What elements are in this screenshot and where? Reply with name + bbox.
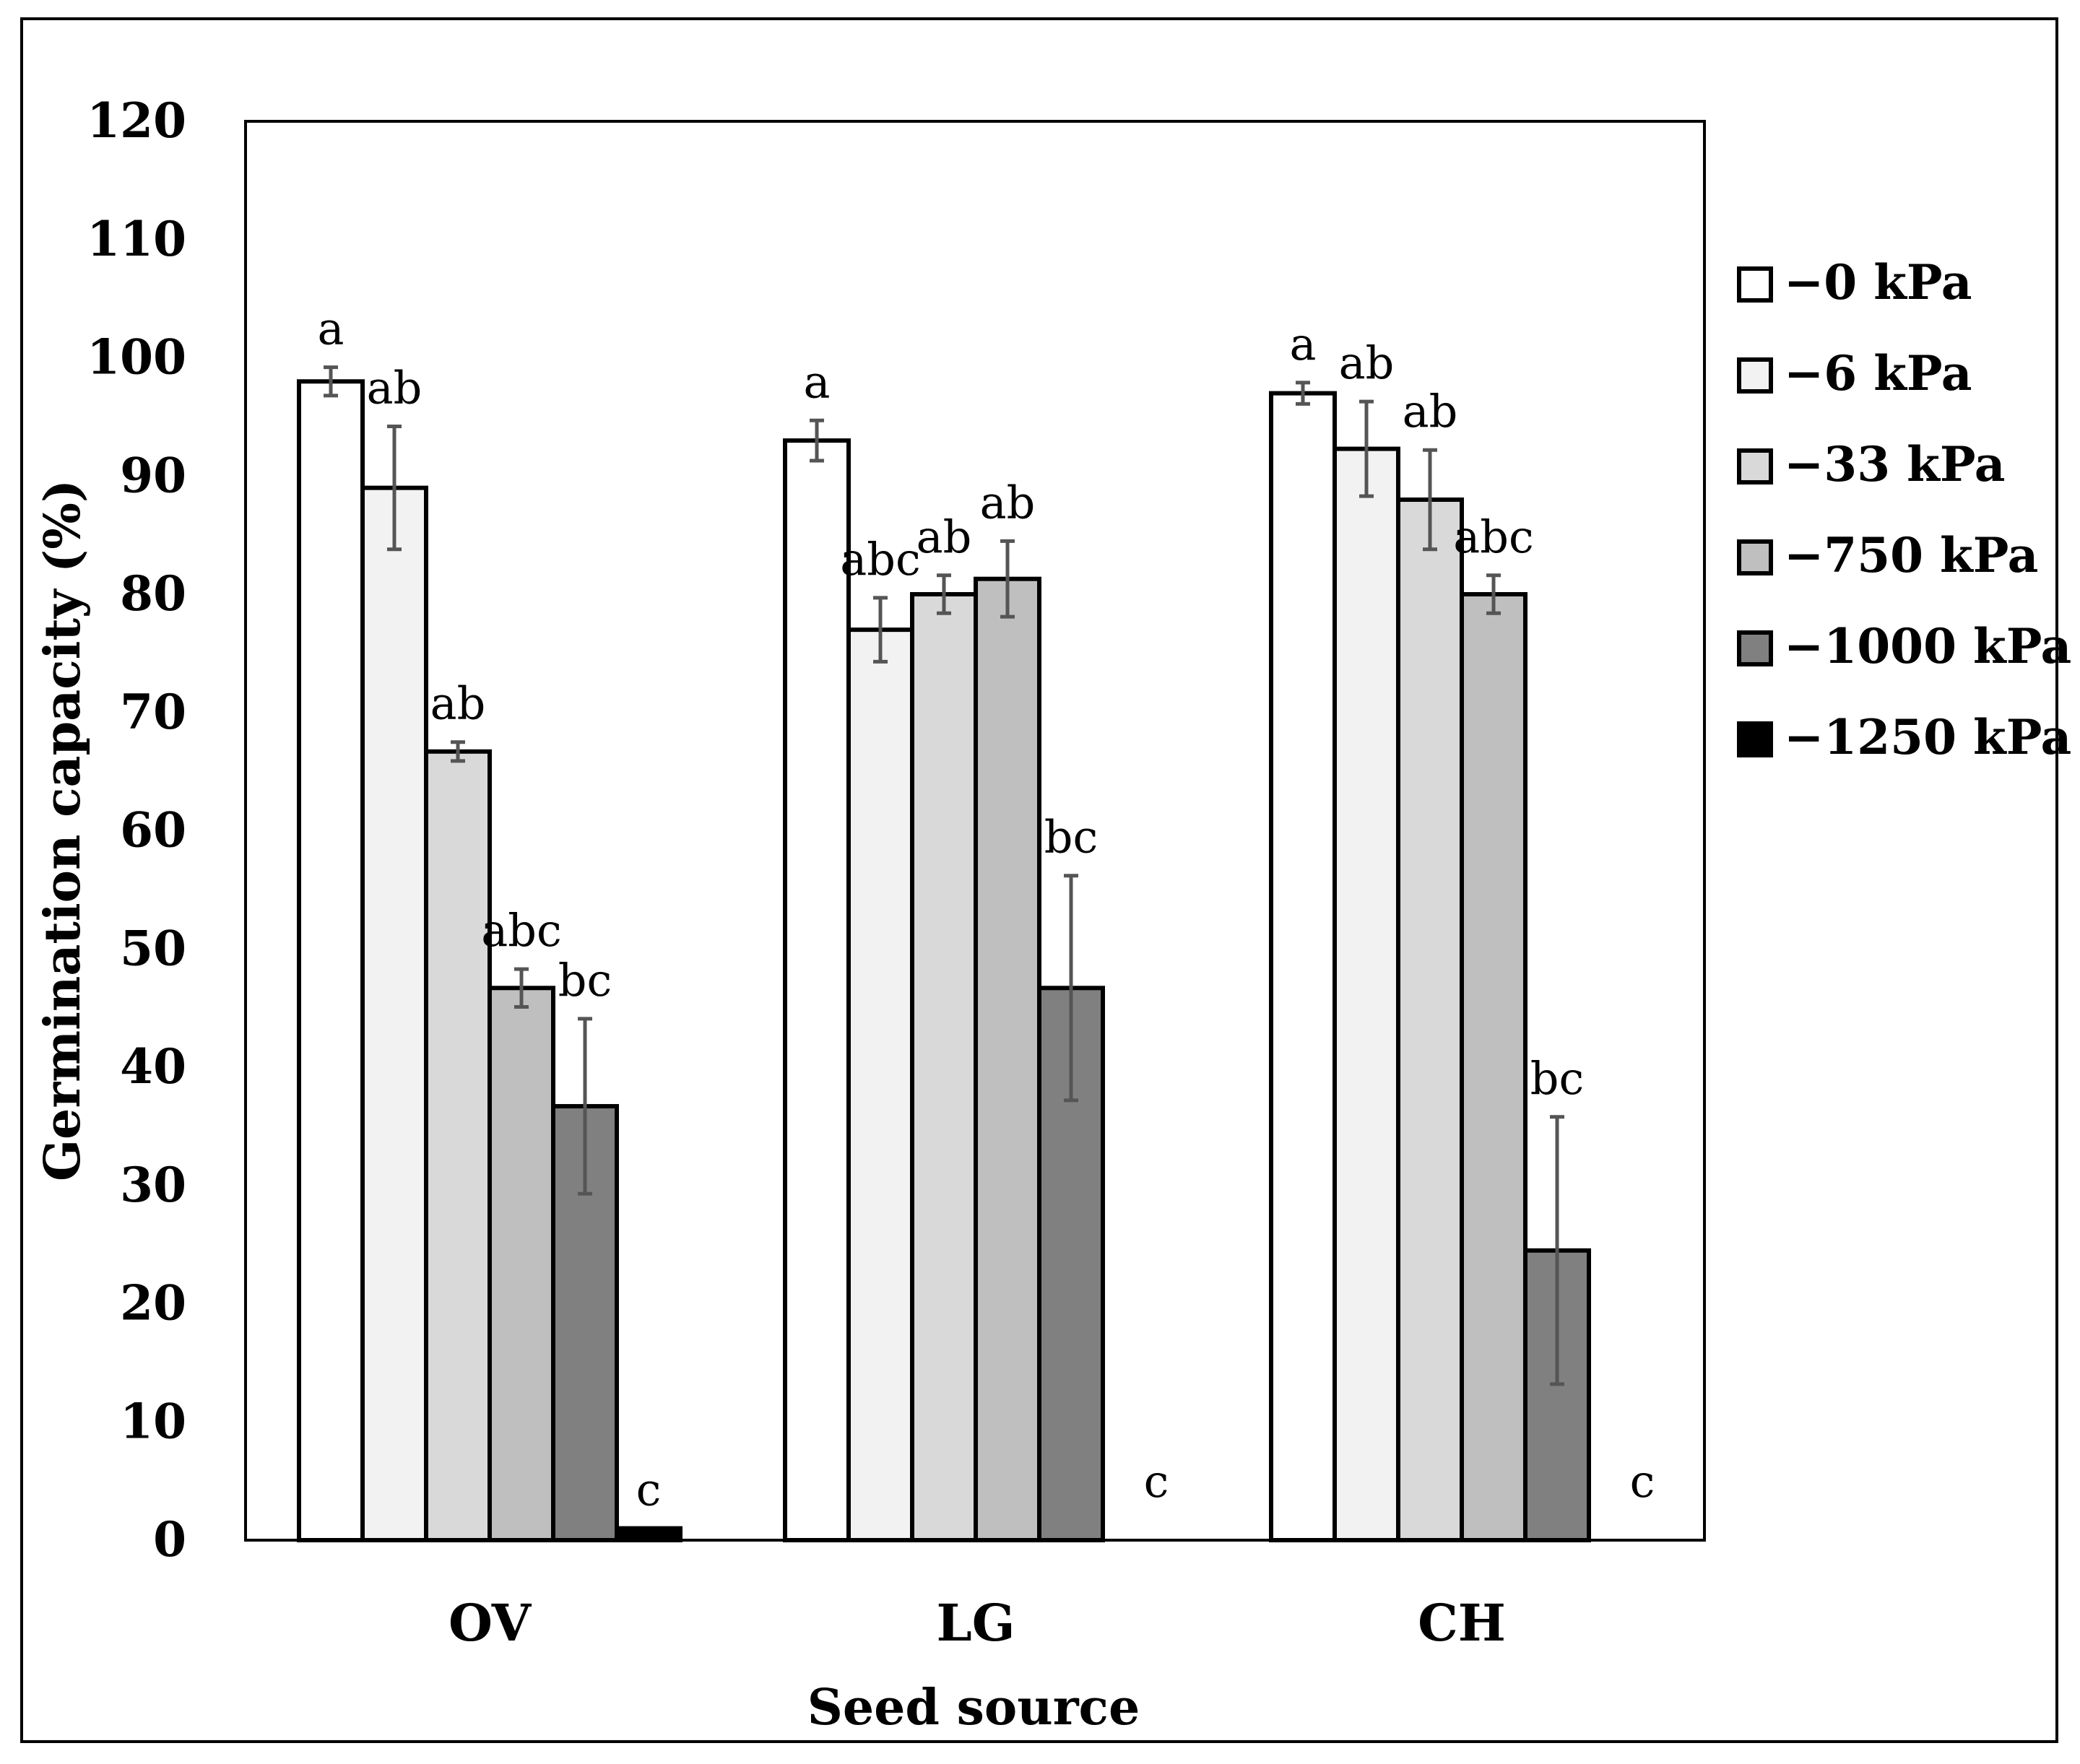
significance-letter: ab [367, 361, 422, 414]
legend-label: −750 kPa [1784, 527, 2038, 583]
y-tick-label: 90 [120, 447, 186, 503]
bar-lg-0 [783, 438, 851, 1542]
y-tick-label: 80 [120, 565, 186, 622]
significance-letter: bc [558, 954, 612, 1007]
significance-letter: abc [1453, 510, 1533, 563]
significance-letter: a [318, 303, 344, 355]
y-tick-label: 60 [120, 802, 186, 859]
significance-letter: bc [1044, 811, 1098, 864]
bar-ov-5 [615, 1526, 682, 1542]
bar-ch-1 [1332, 446, 1400, 1542]
significance-letter: c [1630, 1455, 1655, 1508]
significance-letter: c [636, 1464, 662, 1516]
y-tick-label: 50 [120, 920, 186, 976]
legend-label: −1000 kPa [1784, 618, 2071, 674]
x-category-label: LG [937, 1593, 1015, 1653]
x-axis-title: Seed source [807, 1679, 1140, 1737]
legend-label: −33 kPa [1784, 436, 2005, 492]
y-axis-title: Germination capacity (%) [34, 479, 92, 1181]
significance-letter: ab [980, 476, 1036, 529]
bar-ov-1 [360, 485, 428, 1542]
bar-lg-2 [910, 592, 978, 1542]
y-tick-label: 120 [87, 92, 186, 149]
y-tick-label: 10 [120, 1393, 186, 1449]
legend-swatch [1737, 266, 1773, 303]
legend-swatch [1737, 630, 1773, 666]
significance-letter: a [804, 355, 831, 408]
bar-ov-2 [424, 749, 492, 1542]
y-tick-label: 30 [120, 1157, 186, 1213]
significance-letter: ab [1339, 336, 1395, 389]
y-tick-label: 0 [153, 1511, 186, 1568]
bar-ov-3 [488, 986, 555, 1542]
x-category-label: CH [1418, 1593, 1506, 1653]
bar-lg-1 [846, 627, 914, 1542]
significance-letter: ab [916, 510, 972, 563]
legend-label: −1250 kPa [1784, 709, 2071, 765]
legend-swatch [1737, 448, 1773, 485]
legend-label: −0 kPa [1784, 254, 1972, 310]
y-tick-label: 110 [87, 211, 186, 267]
x-axis-categories: OV LG CH [448, 1593, 1506, 1653]
significance-letter: abc [840, 533, 920, 586]
bar-lg-3 [974, 576, 1041, 1542]
significance-letter: abc [481, 904, 561, 957]
y-axis-ticks: 0 10 20 30 40 50 60 70 80 90 100 110 120 [87, 92, 186, 1568]
bar-ch-3 [1460, 592, 1528, 1542]
y-tick-label: 70 [120, 684, 186, 740]
y-tick-label: 20 [120, 1275, 186, 1331]
bar-ch-0 [1269, 391, 1337, 1542]
bar-ch-2 [1396, 498, 1464, 1542]
figure-frame [20, 17, 2058, 1743]
significance-letter: a [1290, 318, 1317, 370]
significance-letter: bc [1530, 1052, 1584, 1105]
y-tick-label: 40 [120, 1038, 186, 1095]
legend-label: −6 kPa [1784, 345, 1972, 401]
legend-swatch [1737, 357, 1773, 394]
legend-swatch [1737, 721, 1773, 757]
significance-letter: ab [1403, 385, 1458, 438]
significance-letter: c [1144, 1455, 1169, 1508]
bar-ov-0 [297, 379, 365, 1542]
legend-swatch [1737, 539, 1773, 575]
significance-letter: ab [430, 677, 486, 730]
y-tick-label: 100 [87, 329, 186, 386]
legend: −0 kPa −6 kPa −33 kPa −750 kPa −1000 kPa −125… [1737, 254, 2071, 765]
x-category-label: OV [448, 1593, 532, 1653]
